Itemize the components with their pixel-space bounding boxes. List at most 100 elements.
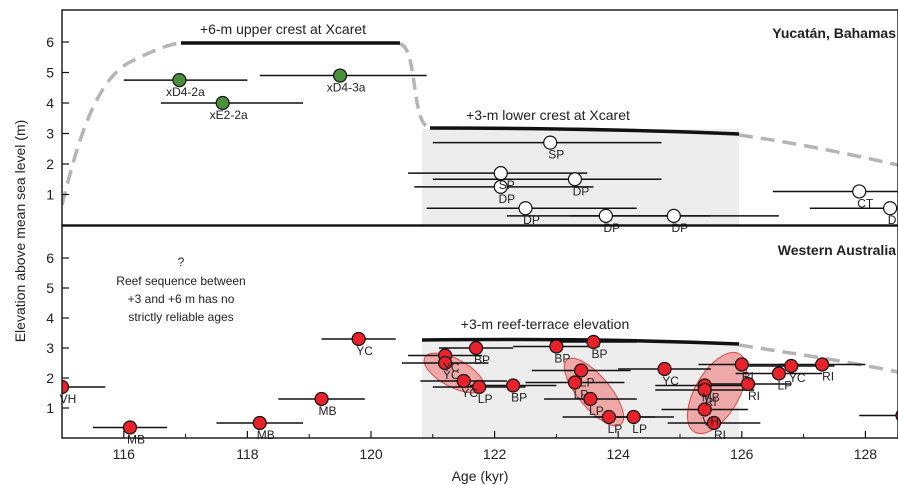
point-label: VH (702, 415, 719, 429)
data-point (506, 378, 521, 393)
point-label: YC (356, 344, 373, 358)
lower-crest-annotation: +3-m lower crest at Xcaret (466, 107, 630, 123)
x-tick-label: 116 (113, 446, 136, 462)
point-label: xD4-3a (327, 81, 366, 95)
lower-crest-line (429, 126, 740, 136)
point-label: BP (511, 391, 527, 405)
point-label: DP (498, 192, 515, 206)
y-tick-label: 2 (46, 156, 54, 172)
data-point (666, 208, 681, 223)
point-label: LP (608, 422, 623, 436)
data-point (697, 382, 712, 398)
point-label: BP (591, 347, 607, 361)
dashed-sea-level-curve (738, 343, 898, 374)
note-line: +3 and +6 m has no (128, 292, 235, 306)
y-tick-label: 2 (46, 370, 54, 386)
y-tick-label: 4 (46, 95, 54, 111)
dashed-sea-level-curve (62, 41, 182, 206)
data-point (586, 334, 601, 350)
point-label: SP (548, 148, 564, 162)
data-point (583, 391, 598, 407)
x-tick-label: 118 (236, 446, 259, 462)
point-label: LP (580, 376, 595, 390)
data-point (333, 68, 348, 83)
point-label: MB (127, 433, 145, 447)
data-point (567, 172, 583, 187)
data-point (574, 363, 589, 378)
point-label: LP (632, 422, 647, 436)
x-tick-label: 120 (359, 446, 383, 462)
data-point (706, 415, 722, 431)
point-label: YC (461, 386, 478, 400)
data-point (314, 391, 329, 407)
point-label: RI (748, 389, 760, 403)
y-tick-label: 3 (46, 340, 54, 356)
data-point (122, 420, 138, 435)
point-label: xE2-2a (210, 108, 248, 122)
x-axis-label: Age (kyr) (452, 468, 509, 484)
data-point (784, 358, 799, 374)
point-label: YC (789, 371, 806, 385)
point-label: YC (662, 374, 679, 388)
data-point (626, 409, 641, 425)
point-label: VH (60, 392, 77, 406)
data-point (472, 379, 487, 395)
point-label: SP (499, 178, 515, 192)
point-label: DP (573, 184, 590, 198)
point-label: DP (604, 221, 621, 235)
y-axis-label: Elevation above mean sea level (m) (12, 120, 28, 343)
data-point (657, 361, 672, 377)
point-label: DP (888, 213, 898, 227)
x-tick-label: 126 (730, 446, 754, 462)
data-point (493, 179, 508, 194)
point-label: BP (554, 352, 570, 366)
point-label: RI (742, 370, 754, 384)
upper-crest-annotation: +6-m upper crest at Xcaret (200, 21, 366, 37)
point-label: YC (443, 361, 460, 375)
point-label: DP (671, 221, 688, 235)
data-point (456, 373, 471, 389)
point-label: LP (478, 392, 493, 406)
y-tick-label: 3 (46, 126, 54, 142)
data-point (883, 201, 898, 216)
panel-frame (61, 9, 898, 226)
point-label: LP (778, 379, 793, 393)
reef-terrace-annotation: +3-m reef-terrace elevation (461, 316, 629, 332)
y-tick-label: 6 (46, 34, 54, 50)
x-tick-label: 122 (483, 446, 507, 462)
region-label: Western Australia (778, 242, 896, 258)
point-label: BP (474, 353, 490, 367)
note-line: Reef sequence between (116, 274, 245, 288)
y-tick-label: 1 (46, 187, 54, 203)
x-tick-label: 124 (607, 446, 631, 462)
data-point (549, 339, 564, 354)
data-point (567, 375, 583, 390)
data-point (468, 340, 484, 356)
data-point (351, 331, 366, 347)
data-point (172, 73, 187, 88)
x-tick-label: 128 (854, 446, 878, 462)
point-label: RI (822, 370, 834, 384)
data-point (518, 201, 533, 216)
data-point (697, 402, 712, 417)
point-label: CT (857, 196, 874, 210)
data-point (598, 208, 613, 223)
note-text: ? Reef sequence between +3 and +6 m has … (116, 255, 245, 324)
point-label: MB (257, 428, 275, 442)
dashed-sea-level-curve (738, 133, 898, 167)
data-point (852, 184, 867, 199)
dashed-sea-level-curve (399, 42, 431, 130)
data-point (601, 409, 617, 425)
point-label: RI (714, 428, 726, 442)
data-point (734, 357, 749, 372)
region-label: Yucatán, Bahamas (772, 25, 896, 41)
y-tick-label: 6 (46, 250, 54, 266)
data-point (438, 355, 453, 371)
data-point (493, 166, 508, 181)
point-label: LP (589, 404, 604, 418)
data-point (771, 366, 786, 381)
data-point (815, 357, 830, 372)
